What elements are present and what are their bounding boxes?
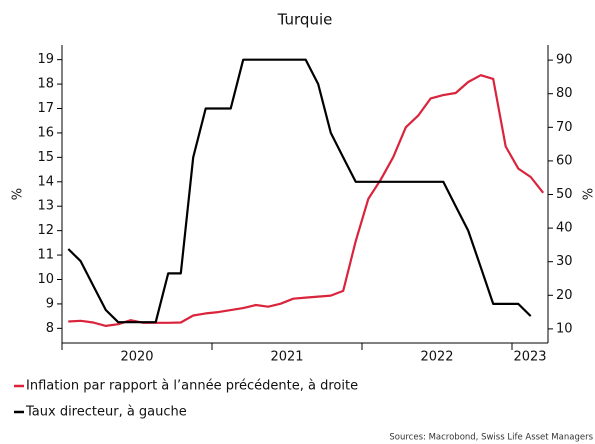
y2-tick-label: 40	[556, 221, 573, 236]
y-tick-label: 9	[46, 296, 54, 311]
x-tick-label: 2022	[420, 350, 453, 365]
y2-tick-label: 70	[556, 120, 573, 135]
y2-tick-label: 50	[556, 187, 573, 202]
data-line	[67, 58, 532, 324]
x-tick-label: 2020	[120, 350, 153, 365]
y-tick-label: 14	[37, 174, 54, 189]
y2-tick-label: 90	[556, 53, 573, 68]
data-line	[68, 74, 545, 327]
y-tick-label: 10	[37, 272, 54, 287]
legend-label: Inflation par rapport à l’année précéden…	[26, 379, 358, 394]
y-tick-label: 19	[37, 52, 54, 67]
y2-tick-label: 20	[556, 288, 573, 303]
y2-tick-label: 60	[556, 153, 573, 168]
y-tick-label: 11	[37, 248, 54, 263]
y2-tick-label: 80	[556, 86, 573, 101]
y2-tick-label: 30	[556, 254, 573, 269]
y-tick-label: 13	[37, 199, 54, 214]
y-tick-label: 16	[37, 125, 54, 140]
y-tick-label: 8	[46, 321, 54, 336]
y-tick-label: 12	[37, 223, 54, 238]
y-tick-label: 17	[37, 101, 54, 116]
x-tick-label: 2023	[513, 350, 546, 365]
y-tick-label: 18	[37, 77, 54, 92]
y2-axis-label: %	[579, 188, 594, 200]
chart-title: Turquie	[277, 11, 333, 29]
x-tick-label: 2021	[270, 350, 303, 365]
source: Sources: Macrobond, Swiss Life Asset Man…	[389, 433, 593, 443]
y2-tick-label: 10	[556, 321, 573, 336]
legend-label: Taux directeur, à gauche	[25, 405, 187, 420]
y-axis-label: %	[11, 188, 26, 200]
y-tick-label: 15	[37, 150, 54, 165]
